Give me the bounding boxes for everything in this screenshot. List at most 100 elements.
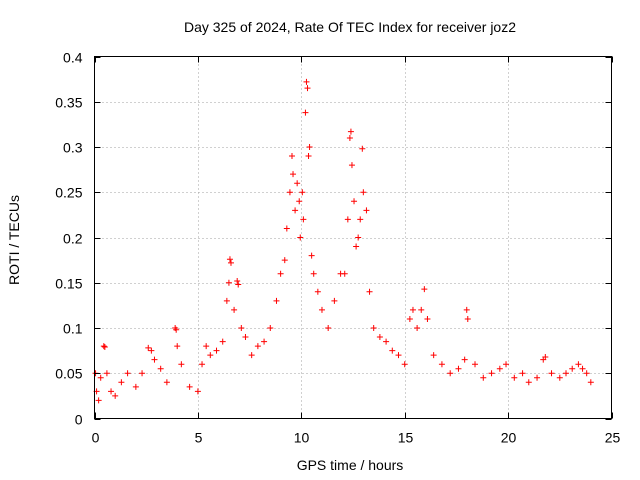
data-point xyxy=(344,216,351,223)
data-point xyxy=(277,270,284,277)
data-point xyxy=(569,365,576,372)
data-point xyxy=(496,365,503,372)
data-point xyxy=(310,270,317,277)
y-tick-labels: 0 0.05 0.1 0.15 0.2 0.25 0.3 0.35 0.4 xyxy=(55,50,82,428)
data-point xyxy=(213,347,220,354)
data-point xyxy=(288,153,295,160)
data-point xyxy=(186,383,193,390)
data-point xyxy=(226,256,233,263)
data-point xyxy=(248,352,255,359)
data-point xyxy=(302,109,309,116)
y-tick-label: 0 xyxy=(75,412,83,428)
data-point xyxy=(95,397,102,404)
data-point xyxy=(525,379,532,386)
x-tick-label: 10 xyxy=(294,430,310,446)
y-axis-label: ROTI / TECUs xyxy=(6,195,22,285)
data-point xyxy=(108,388,115,395)
data-point xyxy=(370,325,377,331)
data-point xyxy=(304,85,311,92)
data-point xyxy=(178,361,185,368)
data-point xyxy=(447,370,454,377)
data-point xyxy=(414,325,421,331)
data-point xyxy=(286,189,293,196)
data-point xyxy=(305,153,312,160)
data-point xyxy=(100,343,107,350)
data-point xyxy=(472,361,479,368)
data-point xyxy=(563,370,570,377)
data-point xyxy=(308,252,315,259)
data-point xyxy=(395,352,402,359)
data-point xyxy=(587,379,594,386)
y-tick-label: 0.35 xyxy=(55,95,82,111)
y-tick-label: 0.3 xyxy=(63,140,83,156)
data-point xyxy=(341,270,348,277)
data-point xyxy=(353,243,360,250)
data-point xyxy=(235,281,242,288)
data-point xyxy=(163,379,170,386)
y-tick-label: 0.4 xyxy=(63,50,83,66)
axis-ticks xyxy=(94,56,613,420)
data-point xyxy=(303,78,310,85)
data-point xyxy=(223,297,230,304)
data-point xyxy=(438,361,445,368)
data-point xyxy=(203,343,210,350)
x-tick-label: 0 xyxy=(92,430,100,446)
data-point xyxy=(575,361,582,368)
y-tick-label: 0.2 xyxy=(63,231,83,247)
data-point xyxy=(366,288,373,295)
data-point xyxy=(325,325,332,331)
data-point xyxy=(359,145,366,152)
x-axis-label: GPS time / hours xyxy=(297,457,404,473)
data-point xyxy=(424,315,431,322)
x-tick-label: 25 xyxy=(605,430,621,446)
data-point xyxy=(292,207,299,214)
data-point xyxy=(173,326,180,333)
data-point xyxy=(242,334,249,341)
data-point xyxy=(519,370,526,377)
data-point xyxy=(376,334,383,341)
data-point xyxy=(389,347,396,354)
data-point xyxy=(254,343,261,350)
data-point xyxy=(331,297,338,304)
data-point xyxy=(299,189,306,196)
data-point xyxy=(290,171,297,178)
data-point xyxy=(579,365,586,372)
x-tick-label: 5 xyxy=(195,430,203,446)
data-point xyxy=(238,325,245,331)
data-point xyxy=(347,128,354,135)
data-point xyxy=(401,361,408,368)
data-point xyxy=(157,365,164,372)
data-point xyxy=(300,216,307,223)
chart-title: Day 325 of 2024, Rate Of TEC Index for r… xyxy=(184,19,516,35)
data-point xyxy=(461,356,468,363)
data-point xyxy=(511,374,518,381)
data-point xyxy=(227,259,234,266)
data-point xyxy=(199,361,206,368)
data-point xyxy=(261,338,268,345)
data-point xyxy=(294,180,301,187)
data-point xyxy=(281,257,288,264)
data-point xyxy=(418,306,425,313)
data-point xyxy=(348,162,355,169)
data-point xyxy=(139,370,146,377)
data-point xyxy=(542,353,549,360)
data-point xyxy=(234,277,241,284)
data-point xyxy=(548,370,555,377)
data-point xyxy=(463,306,470,313)
data-point xyxy=(318,306,325,313)
data-point xyxy=(409,306,416,313)
data-point xyxy=(383,338,390,345)
data-point xyxy=(421,286,428,293)
data-point xyxy=(112,392,119,399)
data-point xyxy=(556,374,563,381)
data-point xyxy=(534,374,541,381)
y-tick-label: 0.15 xyxy=(55,276,82,292)
data-point xyxy=(97,374,104,381)
y-tick-label: 0.1 xyxy=(63,321,83,337)
data-point xyxy=(503,361,510,368)
data-point xyxy=(583,370,590,377)
data-point xyxy=(194,388,201,395)
data-point xyxy=(296,198,303,205)
data-point xyxy=(207,352,214,359)
